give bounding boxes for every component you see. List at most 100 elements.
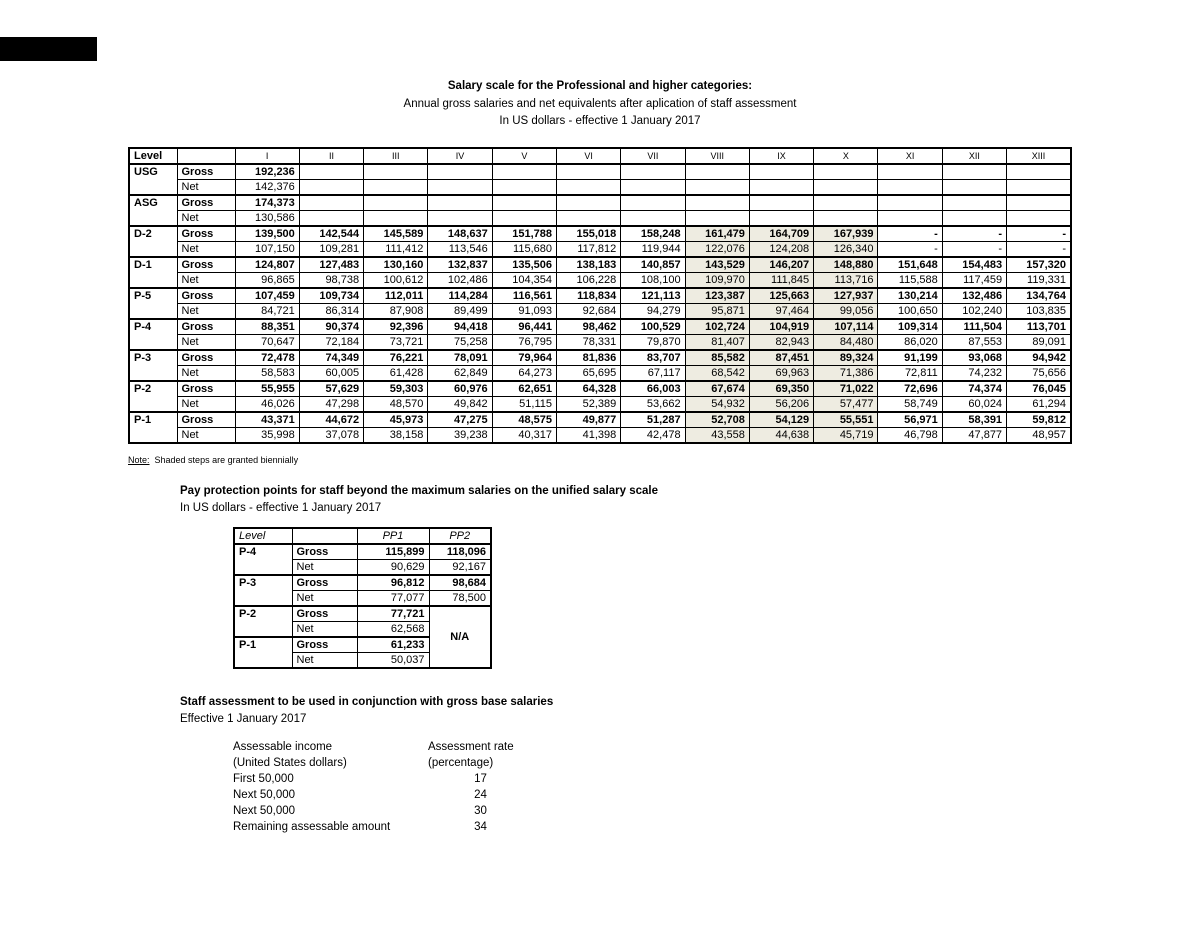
gross-value-cell: 138,183 [555,256,622,273]
net-value-cell: 53,662 [620,396,686,413]
staff-assessment-table: Assessable income Assessment rate (Unite… [233,739,533,835]
pp1-gross-value-cell: 96,812 [356,574,430,591]
gross-value-cell [427,194,493,211]
net-value-cell: 69,963 [748,365,815,382]
gross-value-cell: 72,478 [234,349,300,366]
gross-value-cell [941,163,1008,180]
salary-table-body: USG Gross 192,236 Net 142,376 ASG Gross 174,373… [128,163,1072,444]
gross-value-cell: 148,880 [813,256,879,273]
gross-value-cell: 124,807 [234,256,300,273]
gross-value-cell [555,194,622,211]
net-value-cell: 119,331 [1006,272,1072,289]
step-column-header-VIII: VIII [684,147,750,165]
assessment-rate-cell: 17 [474,773,487,785]
gross-value-cell: 164,709 [748,225,815,242]
pp-net-label-cell: Net [291,621,358,638]
net-label-cell: Net [176,303,236,320]
net-value-cell [298,179,365,196]
net-value-cell: 100,612 [363,272,429,289]
net-value-cell: 73,721 [363,334,429,351]
net-value-cell [877,179,943,196]
net-value-cell: 47,877 [941,427,1008,444]
assessment-rate-cell: 30 [474,805,487,817]
sa-header-row-1: Assessable income Assessment rate [233,739,533,755]
assessment-rate-header: Assessment rate [428,741,514,753]
assessment-rate-cell: 24 [474,789,487,801]
gross-value-cell: - [877,225,943,242]
net-value-cell: 91,093 [491,303,557,320]
net-value-cell: 87,908 [363,303,429,320]
gross-value-cell: 167,939 [813,225,879,242]
net-value-cell: 38,158 [363,427,429,444]
gross-value-cell [684,194,750,211]
pp1-column-header: PP1 [356,527,430,545]
gross-value-cell: 116,561 [491,287,557,304]
net-value-cell: 115,588 [877,272,943,289]
pay-protection-table-body: P-4 Gross 115,899 118,096 Net 90,629 92,167 P-3… [233,543,492,669]
gross-value-cell: 54,129 [748,411,815,428]
pp-level-cell: P-4 [233,543,293,576]
pp-net-label-cell: Net [291,559,358,576]
note-text: Shaded steps are granted biennially [154,455,299,465]
net-value-cell: 61,294 [1006,396,1072,413]
gross-value-cell [1006,163,1072,180]
net-value-cell: 48,570 [363,396,429,413]
pp1-gross-value-cell: 115,899 [356,543,430,560]
gross-value-cell: 78,091 [427,349,493,366]
net-value-cell: 79,870 [620,334,686,351]
gross-value-cell [748,194,815,211]
net-value-cell: 109,281 [298,241,365,258]
salary-header-row: Level I II III IV V VI VII VIII IX X XI XII XIII [128,147,1072,165]
net-value-cell: 98,738 [298,272,365,289]
pp-row-net-P-3: Net 77,077 78,500 [234,590,492,607]
gross-value-cell: 174,373 [234,194,300,211]
gross-value-cell: 154,483 [941,256,1008,273]
staff-assessment-subheading: Effective 1 January 2017 [180,713,307,725]
gross-value-cell: - [1006,225,1072,242]
gross-value-cell: 83,707 [620,349,686,366]
net-value-cell: 100,650 [877,303,943,320]
gross-value-cell: 112,011 [363,287,429,304]
net-value-cell: 49,842 [427,396,493,413]
net-value-cell: 72,184 [298,334,365,351]
net-value-cell [298,210,365,227]
level-cell: D-2 [128,225,178,258]
gross-value-cell: 66,003 [620,380,686,397]
net-value-cell: 58,749 [877,396,943,413]
pp-gross-label-cell: Gross [291,543,358,560]
gross-value-cell: 139,500 [234,225,300,242]
gross-value-cell: 157,320 [1006,256,1072,273]
gross-value-cell: 93,068 [941,349,1008,366]
gross-value-cell: 102,724 [684,318,750,335]
net-value-cell [491,179,557,196]
gross-value-cell: 69,350 [748,380,815,397]
gross-value-cell: 111,504 [941,318,1008,335]
level-cell: P-1 [128,411,178,444]
gross-value-cell [298,194,365,211]
net-label-cell: Net [176,210,236,227]
net-value-cell: 119,944 [620,241,686,258]
net-value-cell: 70,647 [234,334,300,351]
gross-value-cell: 127,937 [813,287,879,304]
net-value-cell: - [1006,241,1072,258]
gross-value-cell: 158,248 [620,225,686,242]
net-value-cell [813,210,879,227]
net-value-cell [684,210,750,227]
gross-value-cell [491,194,557,211]
pp1-gross-value-cell: 61,233 [356,636,430,653]
net-value-cell: 58,583 [234,365,300,382]
net-label-cell: Net [176,427,236,444]
gross-value-cell: 76,221 [363,349,429,366]
net-value-cell: 54,932 [684,396,750,413]
net-value-cell: 75,656 [1006,365,1072,382]
net-value-cell: 124,208 [748,241,815,258]
gross-value-cell [684,163,750,180]
gross-value-cell: 145,589 [363,225,429,242]
gross-value-cell [813,194,879,211]
pp2-gross-value-cell: 118,096 [428,543,492,560]
net-value-cell: 40,317 [491,427,557,444]
gross-label-cell: Gross [176,287,236,304]
step-column-header-IV: IV [427,147,493,165]
gross-value-cell: 98,462 [555,318,622,335]
step-column-header-VII: VII [620,147,686,165]
